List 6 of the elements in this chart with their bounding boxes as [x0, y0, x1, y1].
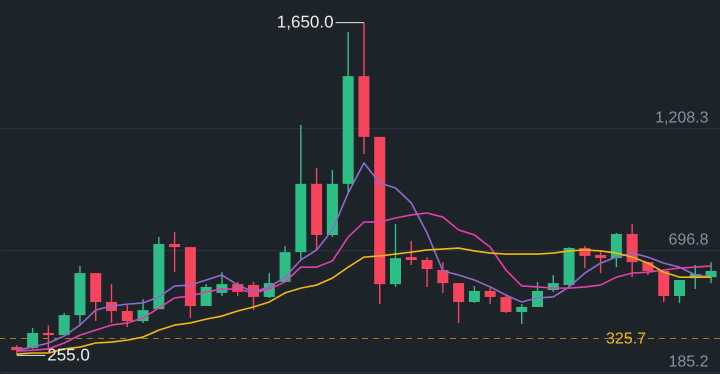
annotation: 255.0	[47, 345, 90, 364]
y-tick-label: 185.2	[668, 354, 709, 371]
y-tick-label: 696.8	[668, 232, 709, 249]
annotation: 1,650.0	[276, 12, 334, 32]
y-tick-label: 1,208.3	[655, 110, 709, 127]
ref-line-label: 325.7	[606, 330, 646, 348]
